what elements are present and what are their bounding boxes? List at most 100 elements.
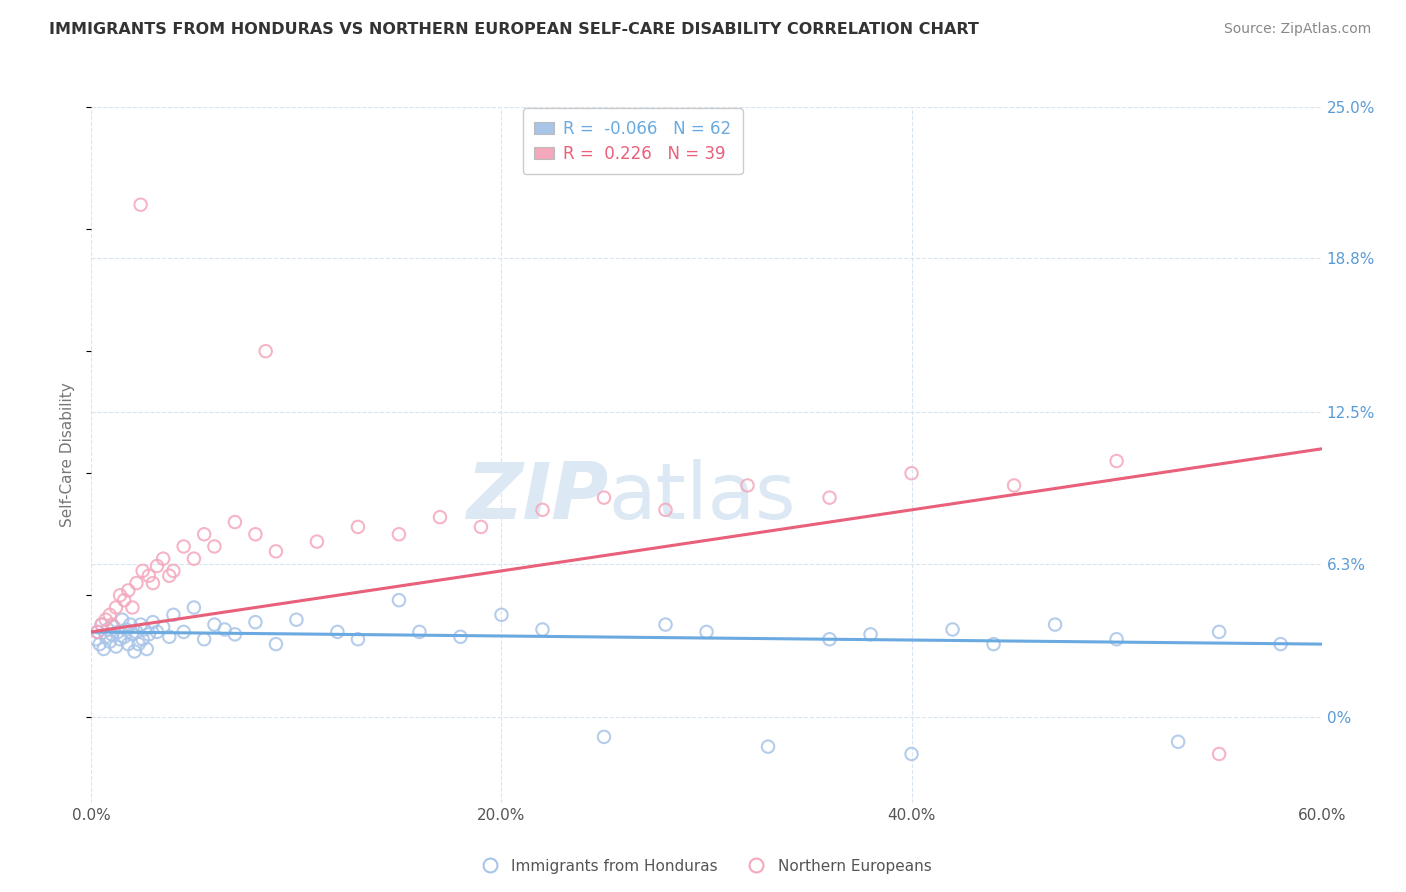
Point — [101, 617, 124, 632]
Point — [408, 624, 430, 639]
Point — [183, 600, 205, 615]
Point — [101, 627, 124, 641]
Point — [193, 632, 215, 647]
Point — [134, 623, 156, 637]
Point — [347, 632, 370, 647]
Point — [128, 637, 150, 651]
Point — [135, 642, 157, 657]
Point — [1208, 747, 1230, 761]
Point — [429, 510, 451, 524]
Point — [818, 491, 841, 505]
Point — [105, 600, 127, 615]
Point — [900, 467, 922, 481]
Point — [117, 583, 139, 598]
Point — [305, 534, 328, 549]
Point — [146, 624, 169, 639]
Point — [157, 630, 180, 644]
Point — [121, 627, 143, 641]
Point — [125, 624, 148, 639]
Point — [162, 564, 184, 578]
Point — [654, 503, 676, 517]
Point — [90, 617, 112, 632]
Point — [1270, 637, 1292, 651]
Point — [900, 747, 922, 761]
Text: ZIP: ZIP — [465, 458, 607, 534]
Point — [86, 624, 108, 639]
Point — [449, 630, 471, 644]
Point — [112, 593, 135, 607]
Point — [593, 491, 616, 505]
Point — [1208, 624, 1230, 639]
Point — [654, 617, 676, 632]
Point — [152, 551, 174, 566]
Point — [94, 613, 117, 627]
Point — [157, 568, 180, 582]
Point — [94, 630, 117, 644]
Point — [254, 344, 277, 359]
Point — [86, 624, 108, 639]
Point — [264, 544, 287, 558]
Point — [531, 503, 554, 517]
Point — [531, 623, 554, 637]
Point — [737, 478, 759, 492]
Point — [388, 593, 411, 607]
Point — [818, 632, 841, 647]
Point — [138, 568, 160, 582]
Point — [202, 617, 225, 632]
Point — [214, 623, 236, 637]
Text: Source: ZipAtlas.com: Source: ZipAtlas.com — [1223, 22, 1371, 37]
Point — [152, 620, 174, 634]
Point — [129, 197, 152, 211]
Point — [224, 515, 246, 529]
Point — [285, 613, 308, 627]
Point — [117, 637, 139, 651]
Point — [142, 576, 165, 591]
Point — [129, 617, 152, 632]
Point — [146, 559, 169, 574]
Point — [105, 640, 127, 654]
Point — [388, 527, 411, 541]
Point — [98, 607, 121, 622]
Point — [125, 576, 148, 591]
Legend: R =  -0.066   N = 62, R =  0.226   N = 39: R = -0.066 N = 62, R = 0.226 N = 39 — [523, 109, 742, 175]
Point — [131, 564, 153, 578]
Point — [112, 630, 135, 644]
Point — [470, 520, 492, 534]
Point — [97, 623, 120, 637]
Legend: Immigrants from Honduras, Northern Europeans: Immigrants from Honduras, Northern Europ… — [468, 853, 938, 880]
Point — [108, 632, 131, 647]
Point — [326, 624, 349, 639]
Point — [111, 613, 134, 627]
Point — [1105, 454, 1128, 468]
Point — [491, 607, 513, 622]
Point — [173, 624, 195, 639]
Point — [108, 588, 131, 602]
Point — [1167, 735, 1189, 749]
Point — [84, 632, 107, 647]
Text: atlas: atlas — [607, 458, 796, 534]
Point — [245, 527, 267, 541]
Y-axis label: Self-Care Disability: Self-Care Disability — [60, 383, 76, 527]
Point — [93, 642, 115, 657]
Point — [142, 615, 165, 629]
Point — [695, 624, 717, 639]
Point — [983, 637, 1005, 651]
Point — [131, 632, 153, 647]
Point — [124, 644, 146, 658]
Point — [121, 600, 143, 615]
Point — [162, 607, 184, 622]
Point — [224, 627, 246, 641]
Point — [193, 527, 215, 541]
Point — [115, 623, 138, 637]
Point — [120, 617, 142, 632]
Point — [90, 617, 112, 632]
Point — [941, 623, 963, 637]
Point — [138, 627, 160, 641]
Point — [107, 624, 129, 639]
Point — [1105, 632, 1128, 647]
Point — [173, 540, 195, 554]
Point — [245, 615, 267, 629]
Point — [347, 520, 370, 534]
Text: IMMIGRANTS FROM HONDURAS VS NORTHERN EUROPEAN SELF-CARE DISABILITY CORRELATION C: IMMIGRANTS FROM HONDURAS VS NORTHERN EUR… — [49, 22, 979, 37]
Point — [1043, 617, 1066, 632]
